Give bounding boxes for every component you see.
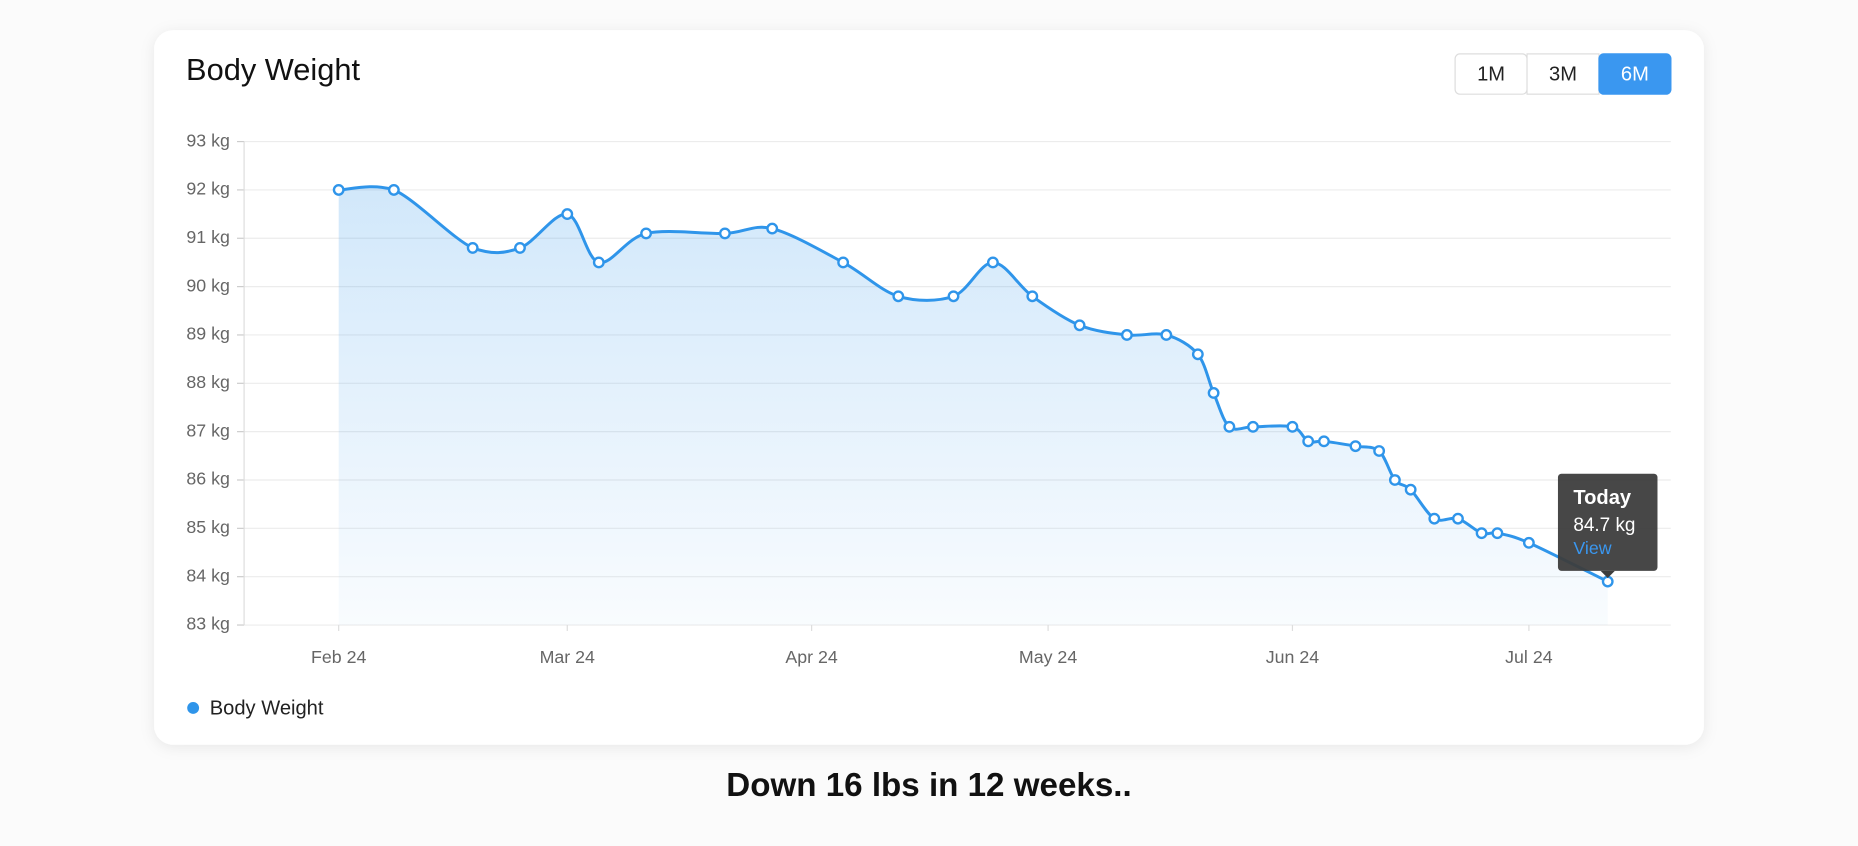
data-point[interactable] [1286,420,1299,433]
y-tick-label: 88 kg [186,372,229,392]
data-point[interactable] [1601,575,1614,588]
tooltip-title: Today [1573,487,1632,509]
data-point[interactable] [561,208,574,221]
data-point[interactable] [1247,420,1259,433]
x-tick-label: Mar 24 [540,647,595,667]
data-point[interactable] [387,183,400,196]
data-point[interactable] [1491,527,1504,540]
data-point[interactable] [1318,435,1330,448]
range-button-label: 1M [1477,64,1505,86]
data-point[interactable] [1428,512,1441,525]
data-point[interactable] [1522,536,1535,549]
y-tick-label: 93 kg [186,130,229,150]
y-tick-label: 89 kg [186,324,229,344]
range-button[interactable]: 1M [1454,53,1528,95]
x-tick-label: May 24 [1019,647,1077,667]
data-point[interactable] [1373,445,1386,457]
area [338,186,1608,626]
data-point[interactable] [1120,329,1133,341]
data-point[interactable] [592,256,605,269]
legend-label: Body Weight [210,697,324,719]
data-point[interactable] [1349,440,1362,453]
y-tick-label: 91 kg [186,227,229,247]
data-point[interactable] [1191,348,1204,361]
data-point[interactable] [1160,329,1173,341]
tooltip-box [1557,473,1658,571]
data-point[interactable] [1207,387,1220,399]
caption: Down 16 lbs in 12 weeks.. [726,767,1131,804]
data-point[interactable] [1475,527,1488,540]
chart-title: Body Weight [186,52,360,87]
tooltip-value: 84.7 kg [1573,515,1635,536]
range-button[interactable]: 3M [1526,53,1600,95]
y-tick-label: 86 kg [186,469,229,489]
range-button-bg [1598,53,1672,95]
range-button[interactable]: 6M [1598,53,1672,95]
x-tick-label: Feb 24 [311,647,366,667]
y-tick-label: 87 kg [186,420,229,440]
data-point[interactable] [766,222,779,235]
data-point[interactable] [986,256,999,269]
data-point[interactable] [1404,483,1417,496]
legend-swatch [187,702,200,714]
tooltip-link[interactable]: View [1573,538,1611,558]
data-point[interactable] [514,242,526,254]
data-point[interactable] [640,227,653,240]
y-tick-label: 92 kg [186,179,229,199]
data-point[interactable] [718,227,731,240]
x-tick-label: Jul 24 [1505,647,1553,667]
data-point[interactable] [1073,319,1086,332]
data-point[interactable] [1452,512,1464,525]
y-tick-label: 90 kg [186,275,229,295]
range-button-label: 6M [1621,64,1649,86]
y-tick-label: 84 kg [186,565,229,585]
data-point[interactable] [837,256,850,269]
data-point[interactable] [1223,420,1236,433]
range-button-label: 3M [1549,64,1577,86]
range-button-bg [1526,53,1600,95]
tooltip-arrow [1600,570,1615,578]
data-point[interactable] [466,242,479,254]
data-point[interactable] [1302,435,1315,448]
data-point[interactable] [332,183,345,196]
data-point[interactable] [1388,474,1401,486]
x-tick-label: Jun 24 [1266,647,1319,667]
y-tick-label: 85 kg [186,517,229,537]
data-point[interactable] [892,290,905,303]
data-point[interactable] [947,290,960,303]
x-tick-label: Apr 24 [785,647,837,667]
data-point[interactable] [1026,290,1039,303]
y-tick-label: 83 kg [186,614,229,634]
